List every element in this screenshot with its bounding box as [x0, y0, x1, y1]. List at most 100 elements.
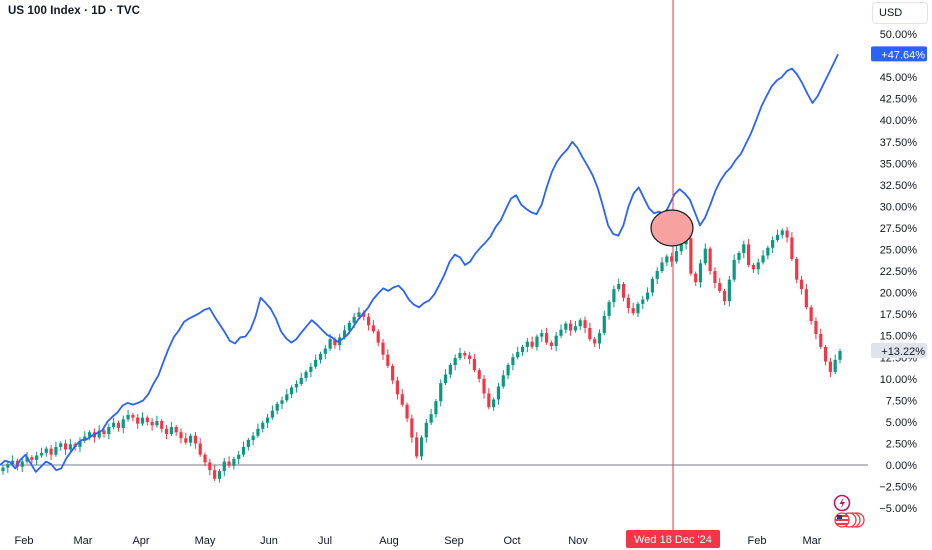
candle [597, 329, 602, 349]
y-tick-label: 35.00% [880, 158, 918, 170]
y-tick-label: 40.00% [880, 115, 918, 127]
candle [689, 233, 693, 276]
candle [213, 464, 217, 481]
candle [391, 363, 395, 385]
candle [718, 277, 722, 294]
candle [227, 456, 231, 469]
candle [766, 245, 770, 260]
line-last-value-badge: +47.64% [871, 46, 927, 62]
x-tick-label: Mar [803, 535, 822, 547]
candle [203, 452, 207, 467]
y-tick-label: 45.00% [880, 72, 918, 84]
candle [290, 385, 294, 399]
candle [713, 267, 717, 289]
candle [251, 431, 255, 446]
candle [107, 423, 111, 440]
candle [578, 318, 582, 330]
x-tick-label: Feb [748, 535, 767, 547]
candle [270, 405, 274, 420]
comparison-line-series [0, 53, 839, 473]
candle [674, 245, 679, 264]
candle [650, 276, 654, 297]
time-axis[interactable]: Feb Mar Apr May Jun Jul Aug Sep Oct Nov Feb Mar Wed … [15, 530, 822, 548]
candle [544, 327, 549, 345]
candle [386, 349, 390, 369]
candle [525, 338, 529, 353]
y-tick-label: 30.00% [880, 201, 918, 213]
y-tick-label: 0.00% [886, 460, 917, 472]
y-tick-label: 2.50% [886, 438, 917, 450]
candle [30, 455, 34, 464]
candle [164, 425, 169, 440]
candle [309, 363, 313, 378]
candle [833, 354, 837, 375]
x-tick-label: Sep [444, 535, 464, 547]
candle [838, 348, 842, 364]
x-tick-label: Jul [318, 535, 332, 547]
y-tick-label: −2.50% [879, 482, 917, 494]
lightning-icon[interactable] [833, 494, 851, 512]
candle [184, 433, 188, 445]
candle [246, 437, 250, 451]
candle [621, 281, 626, 302]
svg-text:+13.22%: +13.22% [881, 346, 925, 358]
candle [530, 336, 534, 350]
candle [87, 430, 92, 441]
candle-last-value-badge: +13.22% [871, 343, 927, 359]
candle [814, 317, 818, 340]
candle [304, 369, 308, 382]
candle [588, 322, 592, 342]
price-badges: +47.64% +13.22% [871, 46, 927, 359]
candle [179, 428, 183, 444]
crosshair-date-label: Wed 18 Dec '24 [626, 530, 720, 548]
candle [275, 401, 279, 415]
highlight-marker[interactable] [650, 209, 694, 247]
candle [655, 267, 659, 285]
candle [419, 435, 424, 461]
candle [559, 324, 563, 338]
candle [626, 294, 630, 314]
candle [112, 417, 116, 430]
y-tick-label: 17.50% [880, 309, 918, 321]
candle [357, 307, 361, 319]
candle [405, 402, 409, 423]
candle [83, 431, 87, 444]
corner-icons[interactable] [833, 494, 865, 528]
y-tick-label: 10.00% [880, 374, 918, 386]
comparison-line [0, 53, 839, 473]
y-tick-label: 37.50% [880, 137, 918, 149]
svg-text:Wed 18 Dec '24: Wed 18 Dec '24 [634, 534, 712, 546]
candle [131, 412, 135, 422]
price-axis[interactable]: 50.00%47.50%45.00%42.50%40.00%37.50%35.0… [879, 29, 917, 515]
us-flag-icon[interactable] [834, 512, 865, 528]
candle [208, 458, 212, 476]
candle [583, 316, 587, 334]
candle [78, 437, 82, 453]
currency-selector[interactable]: USD [872, 2, 928, 24]
candle [727, 275, 731, 307]
candle [785, 226, 789, 243]
x-tick-label: Apr [132, 535, 149, 547]
candlestick-series [1, 226, 842, 483]
candle [641, 295, 645, 310]
candle [150, 418, 154, 431]
y-tick-label: 42.50% [880, 94, 918, 106]
candle [338, 333, 342, 351]
crosshair-layer [650, 0, 694, 530]
x-tick-label: Jun [260, 535, 278, 547]
candle [285, 389, 289, 403]
candle [607, 299, 611, 320]
candle [487, 388, 491, 410]
candle [636, 301, 640, 317]
candle [68, 439, 72, 452]
candle [140, 412, 145, 426]
candle [549, 340, 553, 350]
candle [828, 357, 832, 378]
candle [506, 362, 510, 380]
candle [564, 321, 568, 334]
candle [554, 331, 558, 352]
candle [703, 243, 707, 266]
chart-title: US 100 Index · 1D · TVC [8, 5, 141, 17]
